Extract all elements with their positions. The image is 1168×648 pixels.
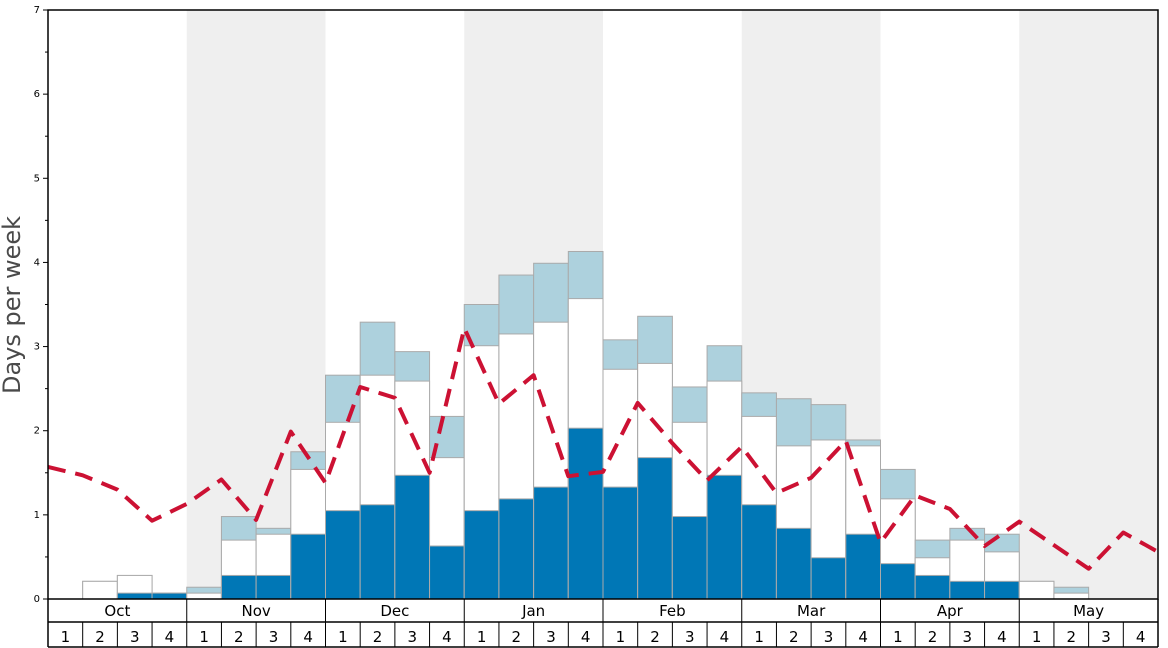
month-label: Feb [659,602,686,620]
week-label: 2 [789,628,799,646]
bar-dark [463,510,500,600]
bar-dark [984,580,1020,600]
week-label: 3 [962,628,972,646]
y-tick-label: 2 [34,426,40,437]
bar-dark [533,486,569,600]
bar-dark [567,427,604,600]
y-tick-label: 3 [34,342,40,353]
y-tick-label: 1 [34,510,40,521]
week-label: 2 [650,628,660,646]
week-label: 1 [754,628,764,646]
month-label: Apr [937,602,964,620]
bar-white [1018,580,1055,600]
month-label: Nov [241,602,270,620]
week-label: 1 [199,628,209,646]
week-label: 2 [373,628,383,646]
week-label: 1 [338,628,348,646]
week-label: 2 [928,628,938,646]
week-label: 4 [858,628,868,646]
month-label: Oct [104,602,130,620]
bar-dark [602,486,639,600]
bar-dark [637,457,673,600]
bar-dark [116,592,153,600]
week-label: 1 [1032,628,1042,646]
average-line [47,326,1159,571]
week-label: 3 [269,628,279,646]
bars [82,250,1090,600]
week-label: 4 [1136,628,1146,646]
bar-dark [810,557,847,600]
bar-dark [220,574,257,600]
week-label: 1 [61,628,71,646]
bar-dark [325,510,361,600]
y-tick-label: 0 [34,594,40,605]
bar-white [82,580,118,600]
bar-dark [255,574,292,600]
bar-dark [498,498,535,600]
week-label: 2 [95,628,105,646]
week-label: 4 [581,628,591,646]
bar-dark [706,474,743,600]
y-tick-label: 7 [34,5,40,16]
week-label: 2 [512,628,522,646]
week-label: 1 [893,628,903,646]
bar-dark [359,504,396,600]
week-label: 1 [616,628,626,646]
month-label: May [1073,602,1104,620]
week-label: 3 [546,628,556,646]
bar-dark [394,474,431,600]
bar-dark [290,533,326,600]
bar-dark [949,580,986,600]
y-tick-label: 4 [34,257,40,268]
y-tick-label: 5 [34,173,40,184]
month-label: Mar [797,602,826,620]
bar-white [186,592,222,600]
month-label: Dec [380,602,409,620]
bar-dark [151,592,188,600]
bar-dark [775,527,812,600]
week-label: 2 [234,628,244,646]
bar-white [1053,592,1090,600]
month-label: Jan [521,602,545,620]
week-label: 3 [824,628,834,646]
bar-dark [671,516,708,600]
y-axis-label: Days per week [0,216,26,394]
week-label: 3 [685,628,695,646]
bar-dark [914,574,951,600]
bar-dark [741,504,777,600]
bar-dark [845,533,881,600]
week-label: 4 [720,628,730,646]
axes: 0 1 2 3 4 5 6 7 Oct 1 2 3 4 Nov 1 2 3 4 Dec 1 2 3 4 Jan 1 2 3 4 Feb 1… [34,5,1159,648]
bar-dark [429,545,465,600]
week-label: 4 [165,628,175,646]
week-label: 1 [477,628,487,646]
week-label: 4 [442,628,452,646]
trend-line [47,326,1159,571]
week-label: 3 [407,628,417,646]
week-label: 3 [1101,628,1111,646]
month-shade [1019,10,1158,599]
week-label: 3 [130,628,140,646]
week-label: 2 [1067,628,1077,646]
y-tick-label: 6 [34,89,40,100]
bar-dark [880,563,916,600]
week-label: 4 [303,628,313,646]
week-label: 4 [997,628,1007,646]
